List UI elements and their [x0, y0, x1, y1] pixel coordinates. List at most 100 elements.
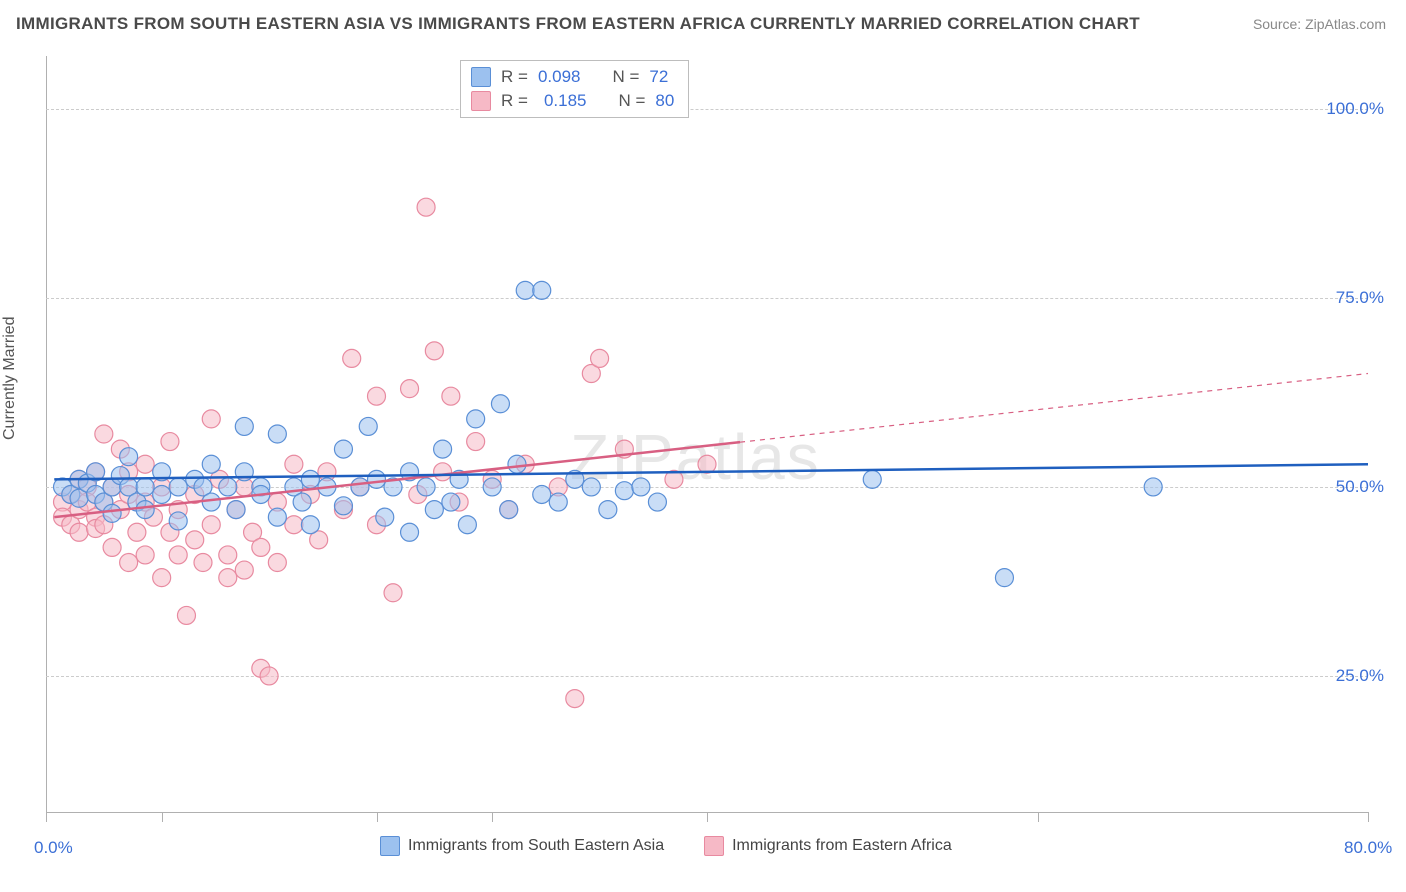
scatter-point-pink	[194, 554, 212, 572]
scatter-point-pink	[202, 516, 220, 534]
scatter-point-blue	[153, 485, 171, 503]
scatter-point-blue	[169, 512, 187, 530]
x-tick	[707, 812, 708, 822]
scatter-point-pink	[268, 554, 286, 572]
scatter-point-blue	[500, 501, 518, 519]
scatter-point-blue	[483, 478, 501, 496]
scatter-point-pink	[103, 538, 121, 556]
scatter-point-pink	[401, 380, 419, 398]
y-axis-label: Currently Married	[1, 316, 19, 440]
scatter-point-pink	[219, 546, 237, 564]
scatter-point-pink	[219, 569, 237, 587]
scatter-point-blue	[136, 501, 154, 519]
scatter-point-blue	[268, 508, 286, 526]
legend-label-pink: Immigrants from Eastern Africa	[732, 837, 952, 855]
scatter-point-pink	[467, 433, 485, 451]
legend-r-label: R =	[501, 67, 528, 87]
x-tick-label: 80.0%	[1344, 838, 1392, 858]
scatter-point-pink	[95, 425, 113, 443]
scatter-point-pink	[417, 198, 435, 216]
x-tick	[1368, 812, 1369, 822]
scatter-svg	[46, 56, 1368, 812]
scatter-point-pink	[136, 546, 154, 564]
scatter-point-blue	[648, 493, 666, 511]
x-tick	[1038, 812, 1039, 822]
scatter-point-pink	[202, 410, 220, 428]
scatter-point-blue	[202, 455, 220, 473]
scatter-point-pink	[384, 584, 402, 602]
scatter-point-blue	[169, 478, 187, 496]
scatter-point-pink	[425, 342, 443, 360]
scatter-point-blue	[549, 493, 567, 511]
scatter-point-pink	[285, 516, 303, 534]
scatter-point-blue	[582, 478, 600, 496]
scatter-point-blue	[334, 440, 352, 458]
legend-stats-row-blue: R = 0.098 N = 72	[471, 65, 674, 89]
x-tick	[162, 812, 163, 822]
legend-item-pink: Immigrants from Eastern Africa	[704, 836, 952, 856]
scatter-point-pink	[434, 463, 452, 481]
scatter-point-blue	[467, 410, 485, 428]
scatter-point-pink	[235, 561, 253, 579]
scatter-point-pink	[169, 546, 187, 564]
page-title: IMMIGRANTS FROM SOUTH EASTERN ASIA VS IM…	[16, 14, 1140, 34]
legend-n-value-blue: 72	[649, 67, 668, 87]
scatter-point-pink	[161, 433, 179, 451]
trend-line-dashed-pink	[740, 374, 1368, 443]
scatter-point-blue	[368, 470, 386, 488]
scatter-point-blue	[458, 516, 476, 534]
scatter-point-pink	[128, 523, 146, 541]
scatter-point-blue	[425, 501, 443, 519]
scatter-point-blue	[516, 281, 534, 299]
legend-r-label: R =	[501, 91, 528, 111]
scatter-point-blue	[293, 493, 311, 511]
legend-n-label: N =	[612, 67, 639, 87]
scatter-point-blue	[376, 508, 394, 526]
scatter-point-blue	[508, 455, 526, 473]
x-tick	[492, 812, 493, 822]
scatter-point-blue	[417, 478, 435, 496]
scatter-point-pink	[186, 531, 204, 549]
scatter-point-blue	[863, 470, 881, 488]
scatter-point-blue	[434, 440, 452, 458]
scatter-point-blue	[1144, 478, 1162, 496]
legend-label-blue: Immigrants from South Eastern Asia	[408, 837, 664, 855]
scatter-point-blue	[442, 493, 460, 511]
legend-bottom: Immigrants from South Eastern Asia Immig…	[380, 836, 952, 856]
scatter-point-blue	[995, 569, 1013, 587]
scatter-point-pink	[153, 569, 171, 587]
scatter-point-blue	[103, 504, 121, 522]
scatter-point-blue	[120, 448, 138, 466]
source-label: Source: ZipAtlas.com	[1253, 16, 1386, 32]
legend-swatch-pink-icon	[704, 836, 724, 856]
scatter-point-pink	[285, 455, 303, 473]
legend-n-value-pink: 80	[655, 91, 674, 111]
scatter-point-pink	[70, 523, 88, 541]
scatter-point-pink	[368, 387, 386, 405]
legend-swatch-blue-icon	[380, 836, 400, 856]
scatter-point-blue	[491, 395, 509, 413]
scatter-point-pink	[252, 538, 270, 556]
scatter-point-blue	[301, 516, 319, 534]
scatter-point-blue	[599, 501, 617, 519]
scatter-point-pink	[343, 349, 361, 367]
scatter-point-pink	[566, 690, 584, 708]
scatter-point-pink	[136, 455, 154, 473]
legend-stats-box: R = 0.098 N = 72 R = 0.185 N = 80	[460, 60, 689, 118]
legend-n-label: N =	[618, 91, 645, 111]
scatter-point-blue	[334, 497, 352, 515]
scatter-point-blue	[533, 281, 551, 299]
legend-swatch-blue	[471, 67, 491, 87]
legend-item-blue: Immigrants from South Eastern Asia	[380, 836, 664, 856]
legend-r-value-blue: 0.098	[538, 67, 581, 87]
scatter-point-blue	[615, 482, 633, 500]
scatter-point-pink	[442, 387, 460, 405]
legend-r-value-pink: 0.185	[544, 91, 587, 111]
legend-swatch-pink	[471, 91, 491, 111]
x-tick	[46, 812, 47, 822]
x-tick	[377, 812, 378, 822]
scatter-point-blue	[268, 425, 286, 443]
scatter-point-blue	[227, 501, 245, 519]
scatter-point-blue	[351, 478, 369, 496]
legend-stats-row-pink: R = 0.185 N = 80	[471, 89, 674, 113]
